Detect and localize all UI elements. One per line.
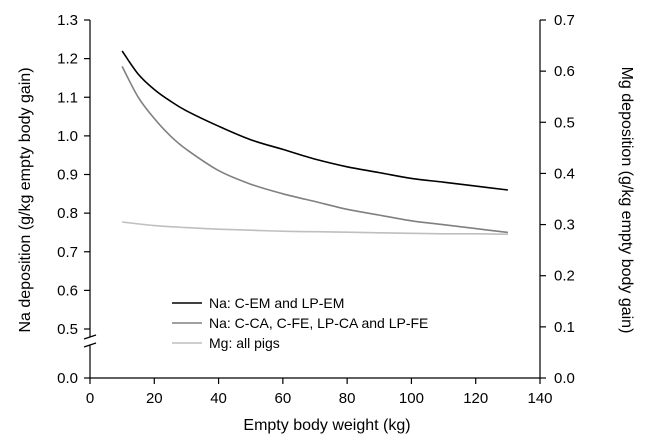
y2-tick-label: 0.1 — [554, 319, 575, 336]
x-axis-title: Empty body weight (kg) — [243, 417, 410, 434]
y-tick-label: 1.0 — [57, 128, 78, 145]
y-tick-label: 1.2 — [57, 51, 78, 68]
y-tick-label: 0.8 — [57, 205, 78, 222]
y2-tick-label: 0.4 — [554, 165, 575, 182]
y-tick-label: 0.9 — [57, 167, 78, 184]
y-axis-break-mark — [83, 342, 97, 348]
y-tick-label: 0.7 — [57, 244, 78, 261]
y2-tick-label: 0.6 — [554, 63, 575, 80]
y-tick-label: 0.5 — [57, 321, 78, 338]
y2-axis-title: Mg deposition (g/kg empty body gain) — [618, 67, 635, 334]
legend-label-2: Na: C-CA, C-FE, LP-CA and LP-FE — [209, 315, 428, 331]
x-tick-label: 60 — [275, 390, 292, 407]
axes: 0 20 40 60 80 100 120 1400.00.50.60.70.80.91.01… — [57, 12, 575, 407]
y2-tick-label: 0.0 — [554, 370, 575, 387]
y-axis-title: Na deposition (g/kg empty body gain) — [17, 67, 34, 332]
legend-label-1: Na: C-EM and LP-EM — [209, 295, 344, 311]
y2-tick-label: 0.5 — [554, 114, 575, 131]
series-line-1 — [121, 50, 509, 191]
series-line-3 — [122, 221, 508, 236]
y-tick-label: 1.3 — [57, 12, 78, 29]
x-tick-label: 0 — [86, 390, 94, 407]
y-tick-label: 0.6 — [57, 282, 78, 299]
x-tick-label: 40 — [210, 390, 227, 407]
series-line-2 — [121, 66, 508, 234]
x-tick-label: 100 — [399, 390, 424, 407]
x-tick-label: 20 — [146, 390, 163, 407]
legend: Na: C-EM and LP-EM Na: C-CA, C-FE, LP-CA … — [172, 295, 428, 351]
y-axis-break-mark — [83, 334, 97, 340]
y2-tick-label: 0.2 — [554, 268, 575, 285]
series-layer — [121, 50, 509, 236]
y2-tick-label: 0.3 — [554, 217, 575, 234]
legend-label-3: Mg: all pigs — [209, 335, 280, 351]
y-tick-label: 0.0 — [57, 370, 78, 387]
y-tick-label: 1.1 — [57, 89, 78, 106]
y2-tick-label: 0.7 — [554, 12, 575, 29]
x-tick-label: 140 — [527, 390, 552, 407]
x-tick-label: 120 — [463, 390, 488, 407]
x-tick-label: 80 — [339, 390, 356, 407]
